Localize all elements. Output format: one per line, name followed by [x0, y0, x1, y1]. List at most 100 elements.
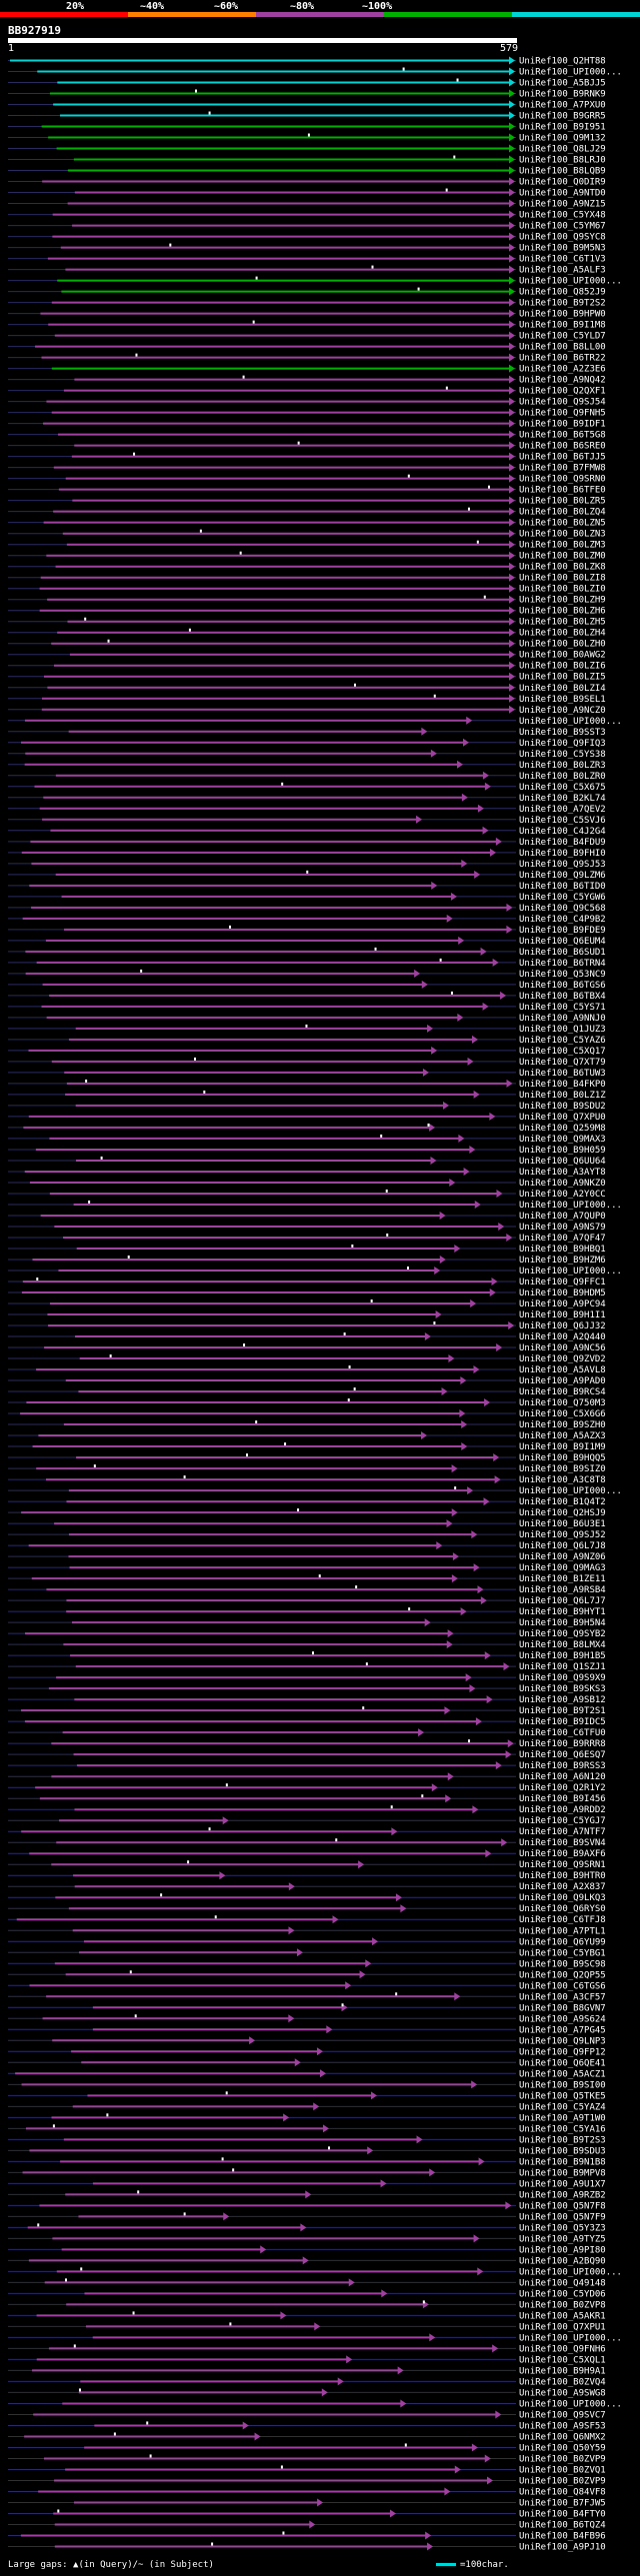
hit-row[interactable]: UniRef100_Q6UU64 [8, 1156, 606, 1167]
hit-label[interactable]: UniRef100_B9H059 [519, 1146, 606, 1156]
hit-row[interactable]: UniRef100_Q9C568 [8, 903, 606, 914]
hit-label[interactable]: UniRef100_Q9FFC1 [519, 1278, 606, 1288]
hit-label[interactable]: UniRef100_B9RCS4 [519, 1387, 606, 1397]
hit-label[interactable]: UniRef100_Q9SYB2 [519, 1629, 606, 1639]
hit-row[interactable]: UniRef100_B6TJJ5 [8, 452, 606, 463]
hit-row[interactable]: UniRef100_C5XQ17 [8, 1046, 606, 1057]
hit-row[interactable]: UniRef100_B9HPW0 [8, 309, 606, 320]
hit-row[interactable]: UniRef100_Q7XPU0 [8, 1112, 606, 1123]
hit-label[interactable]: UniRef100_Q6L7J8 [519, 1541, 606, 1551]
hit-row[interactable]: UniRef100_A5AZX3 [8, 1431, 606, 1441]
hit-label[interactable]: UniRef100_Q49148 [519, 2278, 606, 2288]
hit-row[interactable]: UniRef100_B6TID0 [8, 881, 606, 892]
hit-label[interactable]: UniRef100_B6TR22 [519, 354, 606, 364]
hit-row[interactable]: UniRef100_C5X6G6 [8, 1409, 606, 1419]
hit-label[interactable]: UniRef100_C5SVJ6 [519, 816, 606, 826]
hit-row[interactable]: UniRef100_B0ZVQ1 [8, 2465, 606, 2475]
hit-row[interactable]: UniRef100_B4FDU9 [8, 837, 606, 848]
hit-label[interactable]: UniRef100_Q9ZVD2 [519, 1354, 606, 1364]
hit-row[interactable]: UniRef100_B9AXF6 [8, 1849, 606, 1859]
hit-label[interactable]: UniRef100_B6TFE0 [519, 486, 606, 496]
hit-row[interactable]: UniRef100_B0LZI6 [8, 661, 606, 672]
hit-label[interactable]: UniRef100_B9T2S1 [519, 1706, 606, 1716]
hit-row[interactable]: UniRef100_B0LZN5 [8, 518, 606, 529]
hit-row[interactable]: UniRef100_Q8LJ29 [8, 144, 606, 155]
hit-label[interactable]: UniRef100_Q6UU64 [519, 1157, 606, 1167]
hit-row[interactable]: UniRef100_A7PXU0 [8, 100, 606, 111]
hit-row[interactable]: UniRef100_A2BQ90 [8, 2256, 606, 2266]
hit-row[interactable]: UniRef100_B9SKS3 [8, 1684, 606, 1694]
hit-row[interactable]: UniRef100_B9I1M8 [8, 320, 606, 331]
hit-label[interactable]: UniRef100_UPI000... [519, 68, 622, 78]
hit-label[interactable]: UniRef100_Q9FIQ3 [519, 739, 606, 749]
hit-label[interactable]: UniRef100_UPI000... [519, 277, 622, 287]
hit-row[interactable]: UniRef100_UPI000... [8, 2267, 622, 2277]
hit-label[interactable]: UniRef100_C5YGJ7 [519, 1816, 606, 1826]
hit-row[interactable]: UniRef100_A9PC94 [8, 1299, 606, 1309]
hit-row[interactable]: UniRef100_Q9ZVD2 [8, 1354, 606, 1364]
hit-row[interactable]: UniRef100_C6T1V3 [8, 254, 606, 265]
hit-row[interactable]: UniRef100_UPI000... [8, 276, 622, 287]
hit-label[interactable]: UniRef100_Q9MAX3 [519, 1135, 606, 1145]
hit-row[interactable]: UniRef100_A9NS79 [8, 1222, 606, 1233]
hit-row[interactable]: UniRef100_Q9SRN0 [8, 474, 606, 485]
hit-row[interactable]: UniRef100_Q50Y59 [8, 2443, 606, 2453]
hit-row[interactable]: UniRef100_C5YS38 [8, 749, 606, 760]
hit-row[interactable]: UniRef100_C5XQL1 [8, 2355, 606, 2365]
hit-row[interactable]: UniRef100_Q9FFC1 [8, 1277, 606, 1288]
hit-row[interactable]: UniRef100_A9NNJ0 [8, 1013, 606, 1024]
hit-label[interactable]: UniRef100_A5ALF3 [519, 266, 606, 276]
hit-row[interactable]: UniRef100_B9SDU3 [8, 2146, 606, 2156]
hit-row[interactable]: UniRef100_C4J2G4 [8, 826, 606, 837]
hit-label[interactable]: UniRef100_B1Q4T2 [519, 1497, 606, 1507]
hit-label[interactable]: UniRef100_B9T2S3 [519, 2135, 606, 2145]
hit-label[interactable]: UniRef100_C5X6G6 [519, 1409, 606, 1419]
hit-row[interactable]: UniRef100_A3CF57 [8, 1992, 606, 2002]
hit-row[interactable]: UniRef100_A7QEV2 [8, 804, 606, 815]
hit-label[interactable]: UniRef100_B0ZVQ1 [519, 2465, 606, 2475]
hit-label[interactable]: UniRef100_B6SUD1 [519, 948, 606, 958]
hit-row[interactable]: UniRef100_Q6L7J8 [8, 1541, 606, 1551]
hit-label[interactable]: UniRef100_B6SRE0 [519, 442, 606, 452]
hit-label[interactable]: UniRef100_C5XQ17 [519, 1047, 606, 1057]
hit-label[interactable]: UniRef100_Q9SJ52 [519, 1530, 606, 1540]
hit-row[interactable]: UniRef100_A9RSB4 [8, 1585, 606, 1595]
hit-row[interactable]: UniRef100_Q84VF8 [8, 2487, 606, 2497]
hit-row[interactable]: UniRef100_A9SB12 [8, 1695, 606, 1705]
hit-row[interactable]: UniRef100_C6TFU0 [8, 1728, 606, 1738]
hit-label[interactable]: UniRef100_UPI000... [519, 717, 622, 727]
hit-label[interactable]: UniRef100_A9NNJ0 [519, 1014, 606, 1024]
hit-label[interactable]: UniRef100_A9NKZ0 [519, 1179, 606, 1189]
hit-row[interactable]: UniRef100_Q1SZJ1 [8, 1662, 606, 1672]
hit-label[interactable]: UniRef100_Q852J9 [519, 288, 606, 298]
hit-label[interactable]: UniRef100_Q6NMX2 [519, 2432, 606, 2442]
hit-label[interactable]: UniRef100_A2Q440 [519, 1332, 606, 1342]
hit-row[interactable]: UniRef100_Q9SVC7 [8, 2410, 606, 2420]
hit-label[interactable]: UniRef100_B9N1B8 [519, 2157, 606, 2167]
hit-row[interactable]: UniRef100_C5YBG1 [8, 1948, 606, 1958]
hit-label[interactable]: UniRef100_Q9SVC7 [519, 2410, 606, 2420]
hit-label[interactable]: UniRef100_Q9M132 [519, 134, 606, 144]
hit-label[interactable]: UniRef100_B0LZH4 [519, 629, 606, 639]
hit-label[interactable]: UniRef100_C5YAZ6 [519, 1036, 606, 1046]
hit-row[interactable]: UniRef100_B0LZI4 [8, 683, 606, 694]
hit-label[interactable]: UniRef100_B8LMX4 [519, 1640, 606, 1650]
hit-label[interactable]: UniRef100_B0LZH5 [519, 618, 606, 628]
hit-label[interactable]: UniRef100_B9SZH0 [519, 1420, 606, 1430]
hit-row[interactable]: UniRef100_A5ALF3 [8, 265, 606, 276]
hit-row[interactable]: UniRef100_A9NKZ0 [8, 1178, 606, 1189]
hit-label[interactable]: UniRef100_B7FMW8 [519, 464, 606, 474]
hit-row[interactable]: UniRef100_B0ZVP9 [8, 2476, 606, 2486]
hit-label[interactable]: UniRef100_B9I951 [519, 123, 606, 133]
hit-row[interactable]: UniRef100_A9NCZ0 [8, 705, 606, 716]
hit-row[interactable]: UniRef100_Q9SYB2 [8, 1629, 606, 1639]
hit-label[interactable]: UniRef100_B7FJW5 [519, 2498, 606, 2508]
hit-label[interactable]: UniRef100_B0ZVP9 [519, 2476, 606, 2486]
hit-row[interactable]: UniRef100_Q6JJ32 [8, 1321, 606, 1331]
hit-row[interactable]: UniRef100_B9IDC5 [8, 1717, 606, 1727]
hit-row[interactable]: UniRef100_B9RSS3 [8, 1761, 606, 1771]
hit-label[interactable]: UniRef100_Q2HT88 [519, 57, 606, 67]
hit-label[interactable]: UniRef100_C5YX48 [519, 211, 606, 221]
hit-label[interactable]: UniRef100_Q9SJ54 [519, 398, 606, 408]
hit-row[interactable]: UniRef100_A5ACZ1 [8, 2069, 606, 2079]
